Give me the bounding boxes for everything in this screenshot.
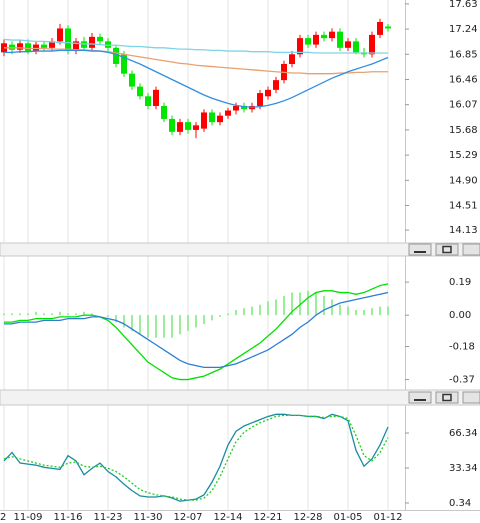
candle-body [209,112,215,123]
divider-bar [0,389,480,406]
candle-body [201,112,207,129]
candle-body [41,44,47,48]
candle-body [353,41,359,53]
maximize-icon [442,393,452,402]
candle-body [377,21,383,35]
candle-body [217,115,223,123]
y-tick-label: 33.34 [449,463,478,474]
candle-body [25,43,31,52]
y-tick-label: 16.46 [449,74,478,85]
candle-body [289,54,295,64]
candle-body [137,86,143,97]
candle-body [257,93,263,106]
candle-body [193,125,199,130]
candle-body [65,28,71,52]
candle-body [329,31,335,39]
candle-body [113,47,119,64]
candle-body [89,36,95,48]
divider-2 [0,389,480,406]
y-tick-label: 14.90 [449,175,478,186]
x-tick-label: 2 [0,512,6,523]
indicator-line [4,49,389,108]
y-tick-label: 14.13 [449,225,478,236]
candle-body [153,89,159,106]
candle-body [345,41,351,48]
minimize-button[interactable] [408,243,432,256]
indicator-line [4,47,388,75]
minimize-button[interactable] [408,391,432,404]
candle-body [313,34,319,45]
candle-body [49,41,55,48]
candle-body [177,122,183,132]
candle-body [385,26,391,29]
candle-body [121,54,127,74]
y-tick-label: 16.85 [449,49,478,60]
x-tick-label: 11-30 [133,512,162,523]
x-tick-label: 12-21 [253,512,282,523]
maximize-icon [442,245,452,254]
candle-body [17,43,23,50]
y-tick-label: 0.00 [449,310,471,321]
x-tick-label: 01-12 [373,512,402,523]
indicator-line [3,413,389,502]
candle-body [185,122,191,130]
y-tick-label: 0.19 [449,277,471,288]
candle-body [321,34,327,39]
y-tick-label: 0.34 [449,498,471,509]
x-tick-label: 12-14 [213,512,242,523]
candle-body [225,110,231,116]
x-tick-label: 01-05 [333,512,362,523]
y-tick-label: 17.24 [449,24,478,35]
x-tick-label: 11-23 [93,512,122,523]
y-tick-label: 15.68 [449,125,478,136]
y-tick-label: 15.29 [449,150,478,161]
indicator-line [4,291,389,369]
indicator-line [3,38,388,54]
maximize-button[interactable] [435,243,459,256]
candle-body [73,41,79,52]
candle-body [337,31,343,48]
candle-body [297,38,303,55]
candle-body [97,36,103,42]
indicator-line [4,283,389,381]
candle-body [369,34,375,55]
y-tick-label: -0.18 [449,341,475,352]
y-tick-label: -0.37 [449,375,475,386]
candle-body [57,28,63,42]
close-button[interactable] [462,243,480,256]
divider-1 [0,242,480,257]
close-button[interactable] [462,391,480,404]
candle-body [273,80,279,90]
candle-body [169,118,175,132]
candle-body [161,105,167,119]
x-tick-label: 12-28 [293,512,322,523]
y-tick-label: 66.34 [449,428,478,439]
candle-body [305,38,311,45]
maximize-button[interactable] [435,391,459,404]
candle-body [129,73,135,87]
candle-body [233,105,239,111]
x-tick-label: 11-16 [53,512,82,523]
divider-bar [0,242,480,257]
y-tick-label: 14.51 [449,201,478,212]
candle-body [265,89,271,97]
x-tick-label: 12-07 [173,512,202,523]
y-tick-label: 16.07 [449,100,478,111]
candle-body [241,105,247,110]
x-tick-label: 11-09 [13,512,42,523]
candle-body [145,96,151,106]
indicator-line [3,414,389,501]
y-tick-label: 17.63 [449,0,478,10]
